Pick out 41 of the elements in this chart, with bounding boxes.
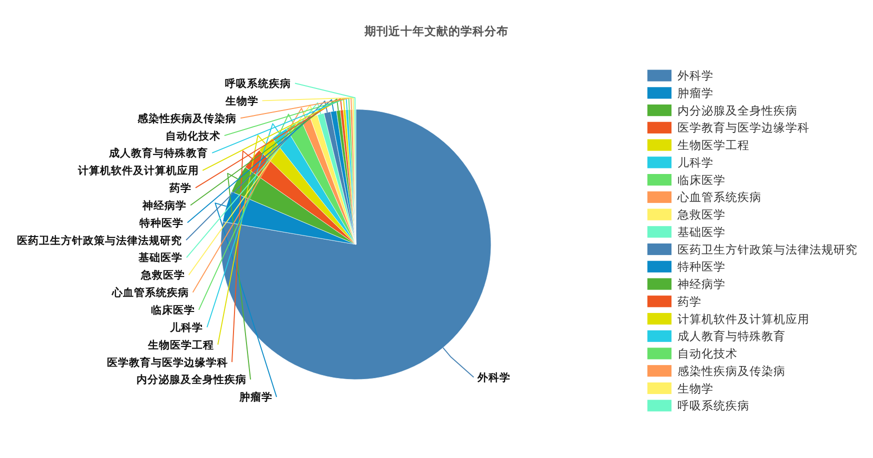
legend-label: 药学 xyxy=(677,294,702,308)
slice-label: 心血管系统疾病 xyxy=(110,286,189,300)
legend-label: 成人教育与特殊教育 xyxy=(677,329,786,344)
legend-label: 临床医学 xyxy=(677,172,726,187)
legend-label: 医学教育与医学边缘学科 xyxy=(677,120,810,135)
slice-label: 外科学 xyxy=(476,370,511,384)
slice-label: 生物医学工程 xyxy=(147,338,214,352)
slice-label: 医药卫生方针政策与法律法规研究 xyxy=(17,234,182,247)
legend-label: 特种医学 xyxy=(677,260,726,274)
slice-label: 急救医学 xyxy=(140,268,185,282)
slice-label: 基础医学 xyxy=(138,251,183,264)
slice-label: 临床医学 xyxy=(150,304,195,317)
legend-label: 自动化技术 xyxy=(677,346,738,361)
slice-label: 呼吸系统疾病 xyxy=(225,76,292,90)
slice-label: 计算机软件及计算机应用 xyxy=(76,164,199,178)
legend-label: 生物学 xyxy=(677,381,714,396)
slice-label: 医学教育与医学边缘学科 xyxy=(107,356,228,369)
slice-label: 生物学 xyxy=(224,94,258,108)
legend-label: 儿科学 xyxy=(677,155,714,170)
slice-label: 自动化技术 xyxy=(166,129,221,142)
legend-label: 计算机软件及计算机应用 xyxy=(677,312,810,326)
slice-label: 儿科学 xyxy=(169,320,204,334)
slice-label: 肿瘤学 xyxy=(238,390,273,404)
slice-label: 药学 xyxy=(168,182,192,195)
legend-label: 基础医学 xyxy=(677,224,726,239)
slice-label: 神经病学 xyxy=(142,198,187,212)
legend-label: 肿瘤学 xyxy=(677,86,714,100)
legend-label: 外科学 xyxy=(677,68,714,83)
slice-label: 内分泌腺及全身性疾病 xyxy=(136,373,247,386)
legend-label: 呼吸系统疾病 xyxy=(677,398,750,413)
legend-label: 心血管系统疾病 xyxy=(676,190,762,204)
legend-label: 急救医学 xyxy=(676,208,726,222)
legend-label: 医药卫生方针政策与法律法规研究 xyxy=(677,242,858,256)
legend-label: 内分泌腺及全身性疾病 xyxy=(677,103,798,118)
legend-label: 感染性疾病及传染病 xyxy=(677,364,786,378)
slice-label: 特种医学 xyxy=(138,216,184,230)
slice-label: 感染性疾病及传染病 xyxy=(136,112,237,125)
slice-label: 成人教育与特殊教育 xyxy=(108,146,208,160)
legend-label: 神经病学 xyxy=(677,277,726,292)
chart-title: 期刊近十年文献的学科分布 xyxy=(364,24,508,38)
legend-label: 生物医学工程 xyxy=(677,138,750,152)
